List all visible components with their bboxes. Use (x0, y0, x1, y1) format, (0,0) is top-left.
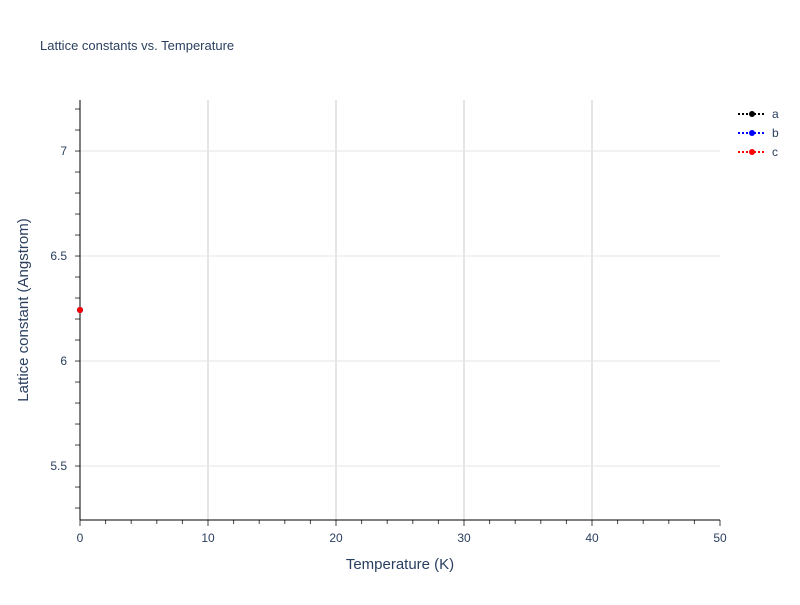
legend-marker-a (749, 111, 755, 117)
x-tick-label: 40 (585, 531, 599, 545)
y-tick-label: 6 (60, 354, 67, 368)
y-tick-label: 6.5 (50, 249, 67, 263)
x-axis-label: Temperature (K) (346, 556, 454, 573)
legend-label-a: a (772, 107, 779, 121)
legend-label-b: b (772, 126, 779, 140)
y-tick-label: 7 (60, 144, 67, 158)
legend-marker-c (749, 149, 755, 155)
y-axis-label: Lattice constant (Angstrom) (15, 218, 32, 401)
x-tick-label: 10 (201, 531, 215, 545)
x-tick-label: 50 (713, 531, 727, 545)
chart-title: Lattice constants vs. Temperature (40, 38, 234, 53)
legend-label-c: c (772, 145, 778, 159)
x-tick-label: 0 (77, 531, 84, 545)
data-point-c (77, 307, 83, 313)
y-tick-label: 5.5 (50, 459, 67, 473)
x-tick-label: 30 (457, 531, 471, 545)
x-tick-label: 20 (329, 531, 343, 545)
legend-marker-b (749, 130, 755, 136)
